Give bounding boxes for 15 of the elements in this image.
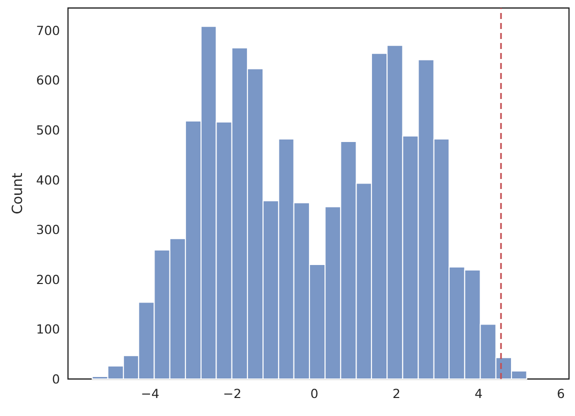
y-tick-label: 200 xyxy=(36,272,60,287)
y-axis-title: Count xyxy=(10,172,26,214)
y-tick-label: 300 xyxy=(36,222,60,238)
x-tick-label: 6 xyxy=(556,386,565,401)
x-tick-label: 0 xyxy=(310,386,318,401)
y-tick-label: 700 xyxy=(36,22,60,38)
x-tick-label: 2 xyxy=(392,386,400,401)
y-tick-label: 0 xyxy=(52,372,60,386)
y-tick-label: 500 xyxy=(36,122,60,138)
x-tick-label: −4 xyxy=(140,386,160,401)
y-tick-label: 400 xyxy=(36,172,60,188)
y-tick-label: 600 xyxy=(36,72,60,88)
x-tick-label: −2 xyxy=(223,386,242,401)
y-tick-label: 100 xyxy=(36,322,60,337)
x-tick-label: 4 xyxy=(474,386,483,401)
